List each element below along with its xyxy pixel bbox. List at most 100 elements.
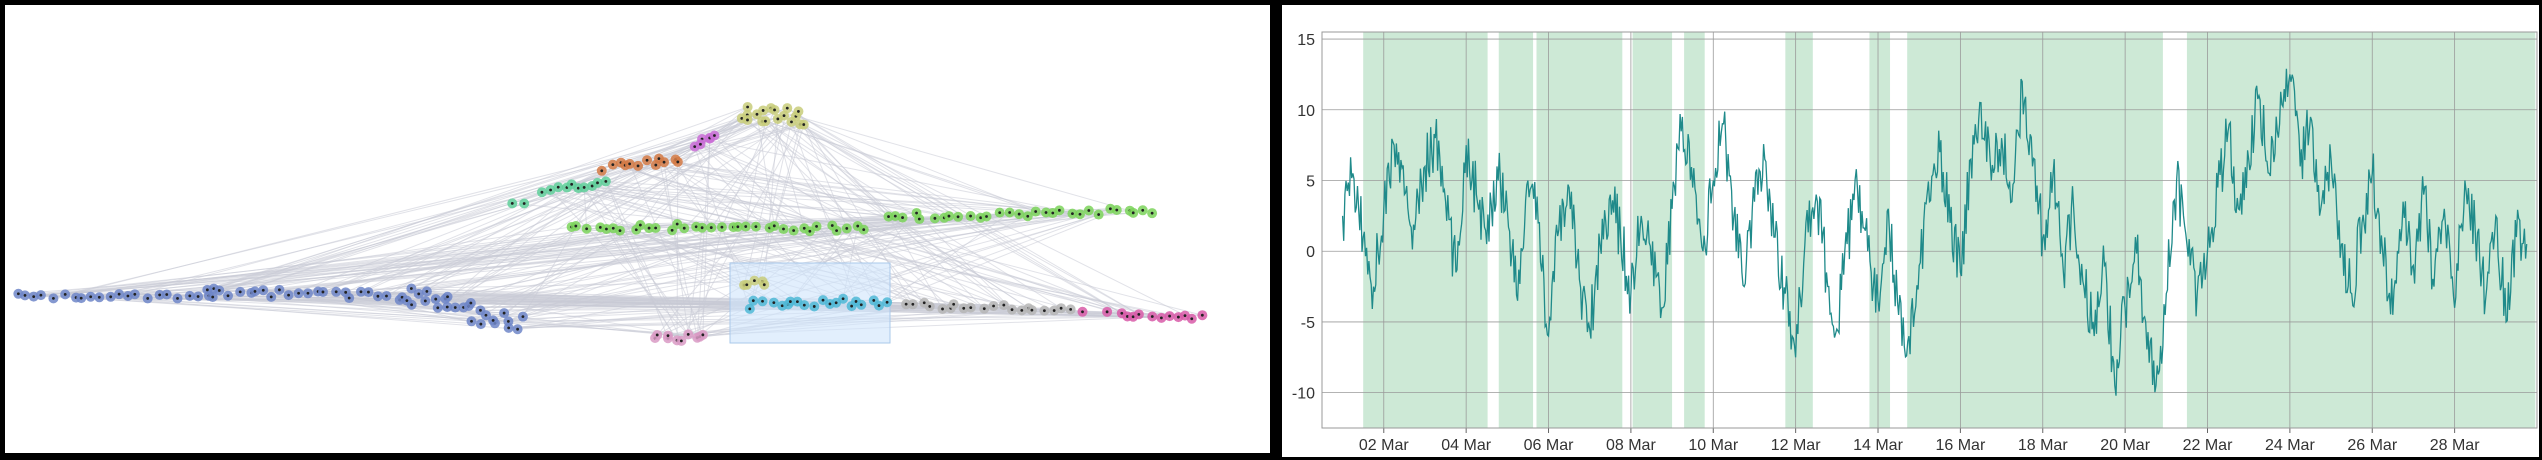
graph-node[interactable] (645, 158, 649, 162)
graph-node[interactable] (306, 291, 310, 295)
graph-node[interactable] (872, 299, 876, 302)
graph-node[interactable] (796, 300, 799, 304)
graph-node[interactable] (922, 301, 926, 305)
graph-node[interactable] (618, 229, 622, 232)
graph-node[interactable] (570, 182, 574, 186)
graph-node[interactable] (904, 302, 908, 306)
graph-node[interactable] (1176, 315, 1180, 319)
graph-node[interactable] (23, 293, 27, 297)
graph-node[interactable] (1150, 211, 1154, 215)
graph-node[interactable] (165, 293, 169, 296)
graph-node[interactable] (321, 290, 325, 294)
graph-node[interactable] (792, 229, 796, 232)
graph-node[interactable] (1044, 211, 1048, 214)
graph-node[interactable] (97, 295, 101, 299)
graph-node[interactable] (740, 116, 744, 120)
graph-node[interactable] (1159, 316, 1163, 320)
graph-node[interactable] (506, 320, 510, 323)
graph-node[interactable] (1078, 212, 1082, 216)
graph-node[interactable] (772, 301, 776, 305)
graph-node[interactable] (686, 332, 690, 336)
graph-node[interactable] (1183, 314, 1187, 318)
graph-node[interactable] (941, 307, 944, 311)
graph-node[interactable] (89, 295, 93, 299)
graph-node[interactable] (802, 123, 806, 126)
graph-node[interactable] (761, 299, 764, 303)
graph-node[interactable] (785, 106, 789, 110)
graph-node[interactable] (52, 296, 55, 300)
graph-node[interactable] (992, 304, 995, 308)
graph-node[interactable] (405, 299, 409, 303)
graph-node[interactable] (590, 184, 594, 188)
graph-node[interactable] (1097, 213, 1101, 216)
graph-node[interactable] (736, 225, 740, 229)
graph-node[interactable] (1087, 209, 1091, 212)
graph-node[interactable] (32, 295, 36, 299)
graph-node[interactable] (604, 180, 608, 183)
graph-node[interactable] (188, 294, 192, 298)
graph-node[interactable] (261, 288, 265, 292)
graph-node[interactable] (746, 105, 750, 109)
graph-node[interactable] (962, 306, 966, 310)
graph-node[interactable] (753, 279, 756, 283)
graph-node[interactable] (277, 288, 281, 292)
graph-node[interactable] (605, 227, 608, 231)
graph-node[interactable] (376, 294, 380, 298)
graph-node[interactable] (1042, 309, 1046, 313)
graph-node[interactable] (344, 290, 348, 294)
graph-node[interactable] (969, 214, 972, 218)
graph-node[interactable] (647, 226, 651, 230)
graph-node[interactable] (1026, 214, 1030, 218)
graph-node[interactable] (812, 305, 816, 308)
graph-node[interactable] (933, 216, 937, 220)
graph-node[interactable] (985, 215, 988, 218)
graph-node[interactable] (39, 293, 43, 297)
graph-node[interactable] (238, 290, 242, 294)
graph-node[interactable] (1137, 312, 1141, 316)
graph-node[interactable] (797, 110, 800, 113)
graph-node[interactable] (655, 333, 659, 337)
graph-nodes[interactable] (13, 102, 1208, 346)
graph-node[interactable] (947, 214, 951, 218)
graph-node[interactable] (1131, 315, 1135, 319)
graph-node[interactable] (713, 134, 716, 137)
graph-node[interactable] (510, 201, 514, 205)
graph-node[interactable] (1190, 317, 1194, 321)
graph-node[interactable] (576, 186, 580, 190)
graph-node[interactable] (675, 222, 679, 226)
graph-node[interactable] (841, 297, 845, 301)
graph-layout-panel[interactable] (5, 5, 1270, 453)
graph-node[interactable] (662, 160, 666, 164)
graph-node[interactable] (772, 224, 776, 228)
graph-node[interactable] (1059, 306, 1063, 310)
graph-node[interactable] (1081, 310, 1084, 314)
graph-node[interactable] (835, 229, 838, 233)
graph-node[interactable] (158, 293, 162, 297)
graph-node[interactable] (269, 295, 273, 299)
graph-node[interactable] (1069, 308, 1073, 311)
graph-node[interactable] (1052, 309, 1056, 312)
graph-node[interactable] (453, 306, 457, 309)
graph-node[interactable] (409, 287, 413, 290)
graph-node[interactable] (359, 290, 363, 294)
graph-node[interactable] (782, 114, 786, 118)
graph-node[interactable] (417, 292, 421, 296)
graph-node[interactable] (885, 300, 889, 304)
graph-node[interactable] (79, 296, 83, 300)
graph-node[interactable] (859, 303, 863, 307)
graph-node[interactable] (425, 289, 429, 293)
graph-node[interactable] (385, 294, 388, 298)
graph-node[interactable] (670, 228, 674, 232)
graph-node[interactable] (423, 299, 427, 303)
graph-node[interactable] (979, 216, 983, 220)
graph-node[interactable] (821, 298, 825, 302)
graph-node[interactable] (585, 227, 589, 231)
graph-node[interactable] (761, 109, 765, 112)
graph-node[interactable] (845, 227, 849, 230)
graph-node[interactable] (479, 308, 482, 312)
graph-node[interactable] (802, 226, 806, 230)
graph-node[interactable] (1057, 208, 1061, 212)
graph-node[interactable] (856, 224, 860, 228)
graph-node[interactable] (133, 292, 137, 296)
graph-node[interactable] (211, 295, 215, 299)
